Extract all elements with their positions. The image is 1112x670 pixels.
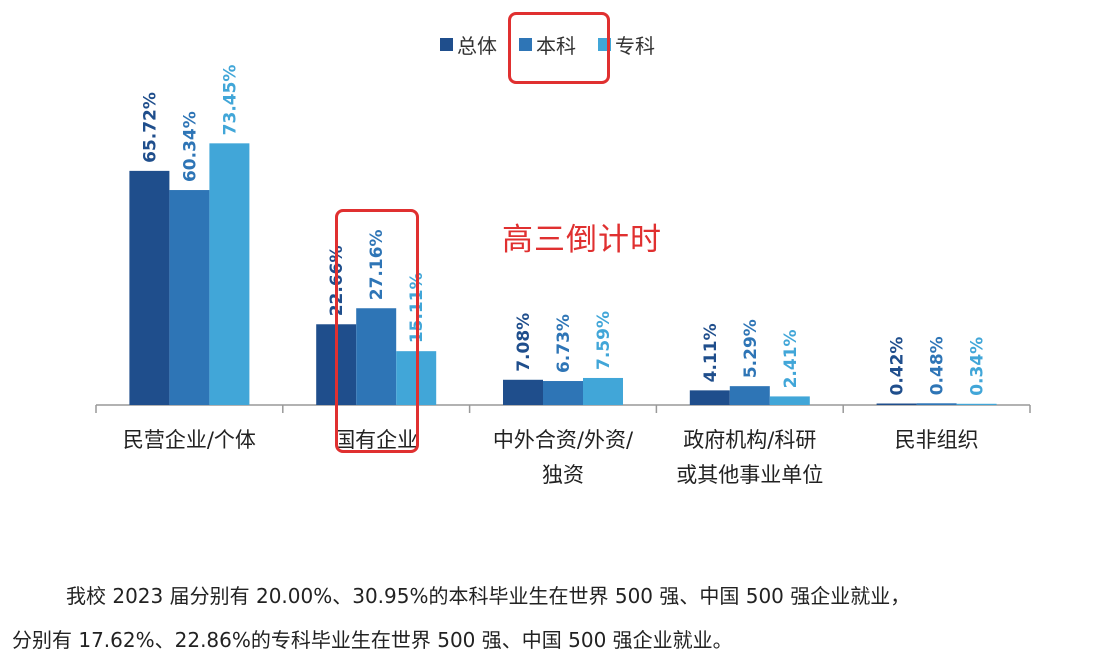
bar-value-label: 4.11% (701, 323, 721, 382)
category-highlight-box (335, 209, 419, 453)
category-label: 国有企业 (334, 428, 418, 452)
bar-value-label: 73.45% (220, 65, 240, 136)
category-label: 民营企业/个体 (123, 428, 256, 452)
bar (956, 403, 997, 405)
legend-item: 本科 (519, 30, 576, 59)
category-label: 中外合资/外资/ (493, 428, 634, 452)
bar (169, 190, 210, 405)
bar (916, 403, 957, 405)
footnote: 我校 2023 届分别有 20.00%、30.95%的本科毕业生在世界 500 … (0, 574, 1112, 662)
legend-label: 专科 (615, 34, 655, 58)
category-label: 独资 (542, 463, 584, 487)
legend-label: 本科 (536, 34, 576, 58)
category-label: 或其他事业单位 (676, 463, 823, 487)
bar-value-label: 2.41% (781, 329, 801, 388)
legend-swatch (519, 38, 532, 51)
footnote-line-2: 分别有 17.62%、22.86%的专科毕业生在世界 500 强、中国 500 … (12, 628, 733, 652)
bar (209, 143, 250, 405)
footnote-line-1: 我校 2023 届分别有 20.00%、30.95%的本科毕业生在世界 500 … (66, 584, 911, 608)
legend-swatch (440, 38, 453, 51)
bar (769, 396, 810, 405)
bar-value-label: 0.42% (888, 337, 908, 396)
bar-value-label: 5.29% (741, 319, 761, 378)
bar-value-label: 0.48% (928, 336, 948, 395)
bar (689, 390, 730, 405)
legend-item: 总体 (440, 30, 497, 59)
bar (129, 170, 170, 405)
bar-value-label: 27.16% (367, 229, 387, 300)
bar-value-label: 65.72% (140, 92, 160, 163)
category-label: 民非组织 (895, 428, 979, 452)
bar-value-label: 7.08% (514, 313, 534, 372)
bar (876, 403, 917, 405)
bar (583, 377, 623, 405)
legend-highlight-box (508, 12, 610, 84)
bar (543, 381, 583, 405)
bar-value-label: 60.34% (180, 111, 200, 182)
bar-value-label: 0.34% (968, 337, 988, 396)
overlay-text: 高三倒计时 (502, 222, 662, 258)
bar (729, 386, 770, 405)
bar-value-label: 6.73% (554, 314, 574, 373)
legend-label: 总体 (457, 34, 497, 58)
category-label: 政府机构/科研 (683, 428, 816, 452)
bar-value-label: 7.59% (594, 311, 614, 370)
bar (503, 379, 543, 405)
bar (356, 308, 397, 405)
